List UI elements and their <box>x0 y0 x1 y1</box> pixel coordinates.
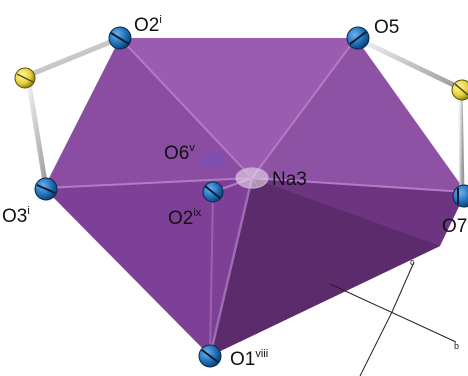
label-o7: O7 <box>442 216 467 237</box>
label-o3i: O3i <box>2 205 30 227</box>
o5-atom <box>346 26 370 50</box>
sodium-atom-octant-line <box>245 169 259 187</box>
oxygen-atom-octant-line <box>349 31 367 45</box>
polyhedron-edge <box>208 177 254 357</box>
polyhedron-edge <box>251 37 357 179</box>
polyhedron-face-bottom-left <box>44 178 252 356</box>
s-atom-left <box>14 67 36 89</box>
sulfur-atom-octant-line <box>454 83 468 96</box>
polyhedron-face-top-left <box>44 38 252 188</box>
label-o6v: O6v <box>164 142 195 164</box>
o3i-atom <box>34 177 58 201</box>
o1viii-atom <box>198 344 222 368</box>
oxygen-atom-octant-line <box>201 349 219 363</box>
bond-s-o7 <box>457 85 465 195</box>
polyhedron-face-bottom-right-dark <box>210 178 440 356</box>
polyhedron-edge <box>43 177 253 189</box>
polyhedron-face-top-center <box>120 38 356 178</box>
label-o5: O5 <box>374 17 399 38</box>
na3-atom <box>235 167 269 189</box>
axis-b-label: b <box>454 341 459 351</box>
polyhedron-edge <box>251 177 467 193</box>
o7-atom <box>452 184 468 208</box>
s-atom-right <box>451 79 468 101</box>
bond-s-o2i <box>19 35 123 81</box>
axis-c-label: c <box>410 257 415 267</box>
bond-s-o3i <box>25 75 49 191</box>
oxygen-atom-icon <box>202 152 224 168</box>
bond-o5-s <box>353 35 463 91</box>
label-o1viii: O1viii <box>230 348 268 370</box>
o2ix-atom <box>202 181 224 203</box>
o2i-atom <box>108 26 132 50</box>
o6v-atom <box>202 152 224 168</box>
oxygen-atom-octant-line <box>204 185 221 199</box>
na3-coordination-polyhedron <box>43 37 467 357</box>
axis-c <box>391 261 415 313</box>
sulfur-atom-octant-line <box>16 73 34 83</box>
axis-b <box>329 283 457 343</box>
oxygen-atom-octant-line <box>110 32 130 45</box>
polyhedron-face-top-right <box>252 38 466 192</box>
polyhedron-edge <box>119 37 253 179</box>
axis-a <box>359 311 393 376</box>
label-o2ix: O2ix <box>168 207 202 229</box>
polyhedron-edge <box>209 191 214 357</box>
sulfate-bonds <box>19 35 465 195</box>
oxygen-atom-icon <box>452 184 468 208</box>
unit-cell-axes <box>329 261 457 376</box>
oxygen-atom-octant-line <box>36 184 56 194</box>
label-na3: Na3 <box>272 169 307 190</box>
label-o2i: O2i <box>134 14 162 36</box>
sulfur-atom-icon <box>451 79 468 101</box>
